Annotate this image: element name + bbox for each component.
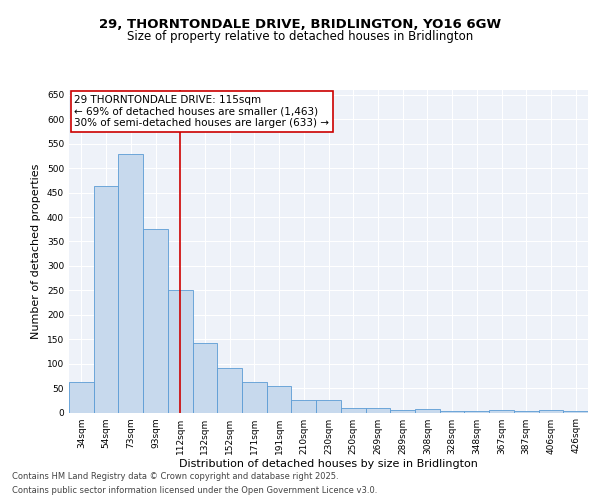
Bar xyxy=(390,410,415,412)
Bar xyxy=(217,368,242,412)
Bar xyxy=(193,343,217,412)
Bar xyxy=(539,410,563,412)
Text: Contains public sector information licensed under the Open Government Licence v3: Contains public sector information licen… xyxy=(12,486,377,495)
Bar xyxy=(440,411,464,412)
Bar xyxy=(316,400,341,412)
Bar xyxy=(464,411,489,412)
Bar xyxy=(69,382,94,412)
Bar xyxy=(242,382,267,412)
Y-axis label: Number of detached properties: Number of detached properties xyxy=(31,164,41,339)
Bar xyxy=(514,411,539,412)
Text: 29 THORNTONDALE DRIVE: 115sqm
← 69% of detached houses are smaller (1,463)
30% o: 29 THORNTONDALE DRIVE: 115sqm ← 69% of d… xyxy=(74,95,329,128)
X-axis label: Distribution of detached houses by size in Bridlington: Distribution of detached houses by size … xyxy=(179,460,478,469)
Bar xyxy=(563,411,588,412)
Text: Contains HM Land Registry data © Crown copyright and database right 2025.: Contains HM Land Registry data © Crown c… xyxy=(12,472,338,481)
Bar xyxy=(168,290,193,412)
Bar xyxy=(143,230,168,412)
Bar xyxy=(415,408,440,412)
Bar xyxy=(489,410,514,412)
Text: 29, THORNTONDALE DRIVE, BRIDLINGTON, YO16 6GW: 29, THORNTONDALE DRIVE, BRIDLINGTON, YO1… xyxy=(99,18,501,30)
Bar xyxy=(365,408,390,412)
Bar xyxy=(118,154,143,412)
Bar xyxy=(292,400,316,412)
Text: Size of property relative to detached houses in Bridlington: Size of property relative to detached ho… xyxy=(127,30,473,43)
Bar xyxy=(267,386,292,412)
Bar xyxy=(94,186,118,412)
Bar xyxy=(341,408,365,412)
